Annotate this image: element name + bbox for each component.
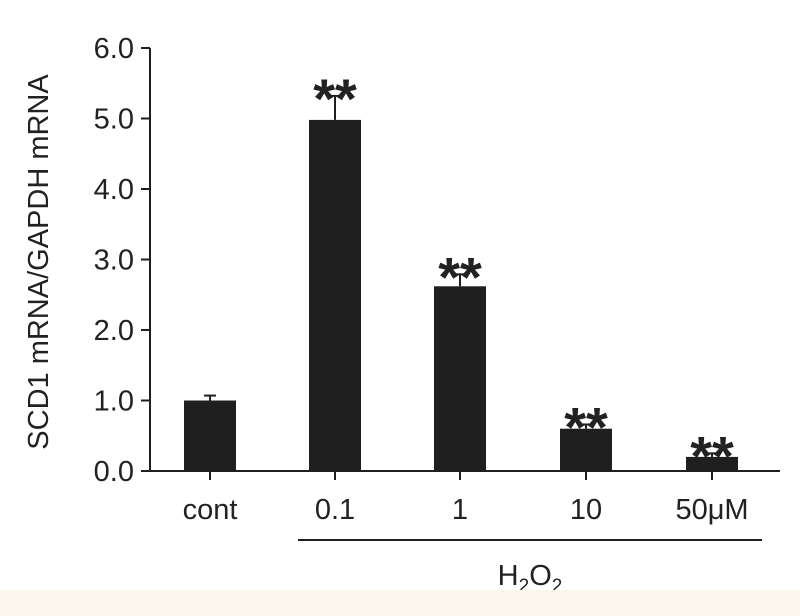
- y-tick-label: 3.0: [94, 245, 134, 277]
- bar: [434, 286, 486, 471]
- significance-marks: ** ** ** **: [313, 67, 734, 487]
- x-tick-label: 0.1: [315, 494, 355, 526]
- y-tick-label: 4.0: [94, 174, 134, 206]
- significance-mark: **: [313, 67, 357, 130]
- y-tick-label: 1.0: [94, 386, 134, 418]
- y-tick-label: 2.0: [94, 315, 134, 347]
- bars: [184, 119, 738, 471]
- group-label: H2O2: [498, 560, 563, 590]
- bar-chart: SCD1 mRNA/GAPDH mRNA 0.0 1.0 2.0 3.0 4.0 5.0 6…: [23, 33, 780, 590]
- chart-figure: SCD1 mRNA/GAPDH mRNA 0.0 1.0 2.0 3.0 4.0 5.0 6…: [0, 0, 800, 590]
- bar: [309, 119, 361, 471]
- y-tick-label: 5.0: [94, 104, 134, 136]
- bar: [184, 400, 236, 471]
- significance-mark: **: [564, 395, 608, 458]
- y-tick-label: 0.0: [94, 456, 134, 488]
- x-ticks: [209, 471, 713, 480]
- x-tick-label: 50μM: [675, 494, 748, 526]
- bar: [686, 456, 738, 471]
- category-labels: cont 0.1 1 10 50μM: [183, 494, 749, 526]
- significance-mark: **: [690, 424, 734, 487]
- error-bars: [204, 94, 718, 457]
- x-tick-label: cont: [183, 494, 238, 526]
- x-tick-label: 10: [570, 494, 602, 526]
- x-tick-label: 1: [452, 494, 468, 526]
- significance-mark: **: [438, 245, 482, 308]
- y-tick-label: 6.0: [94, 33, 134, 65]
- y-axis-title: SCD1 mRNA/GAPDH mRNA: [23, 74, 55, 450]
- y-ticks: 0.0 1.0 2.0 3.0 4.0 5.0 6.0: [94, 33, 150, 488]
- bar: [560, 428, 612, 471]
